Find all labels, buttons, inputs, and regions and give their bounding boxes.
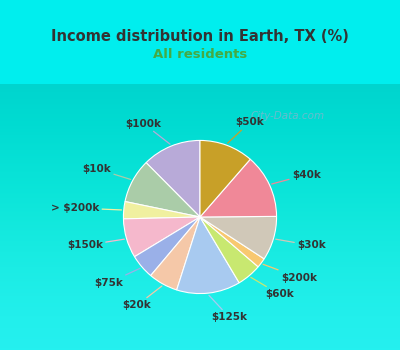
Wedge shape	[200, 217, 264, 267]
Text: $75k: $75k	[94, 268, 140, 288]
Wedge shape	[125, 163, 200, 217]
Wedge shape	[177, 217, 239, 294]
Wedge shape	[200, 140, 250, 217]
Text: $20k: $20k	[122, 286, 162, 310]
Wedge shape	[124, 217, 200, 257]
Wedge shape	[134, 217, 200, 275]
Wedge shape	[200, 217, 258, 283]
Text: > $200k: > $200k	[51, 203, 122, 213]
Text: $150k: $150k	[67, 239, 124, 250]
Wedge shape	[151, 217, 200, 290]
Text: $200k: $200k	[263, 264, 317, 282]
Text: $40k: $40k	[272, 170, 321, 184]
Wedge shape	[200, 216, 276, 259]
Text: Income distribution in Earth, TX (%): Income distribution in Earth, TX (%)	[51, 29, 349, 44]
Text: $10k: $10k	[82, 164, 131, 180]
Wedge shape	[200, 159, 276, 217]
Text: $60k: $60k	[251, 277, 294, 299]
Text: $125k: $125k	[209, 295, 248, 322]
Text: $50k: $50k	[228, 117, 264, 143]
Text: $100k: $100k	[126, 119, 170, 144]
Text: All residents: All residents	[153, 48, 247, 61]
Text: City-Data.com: City-Data.com	[251, 111, 325, 121]
Text: $30k: $30k	[276, 239, 326, 250]
Wedge shape	[146, 140, 200, 217]
Wedge shape	[124, 202, 200, 219]
